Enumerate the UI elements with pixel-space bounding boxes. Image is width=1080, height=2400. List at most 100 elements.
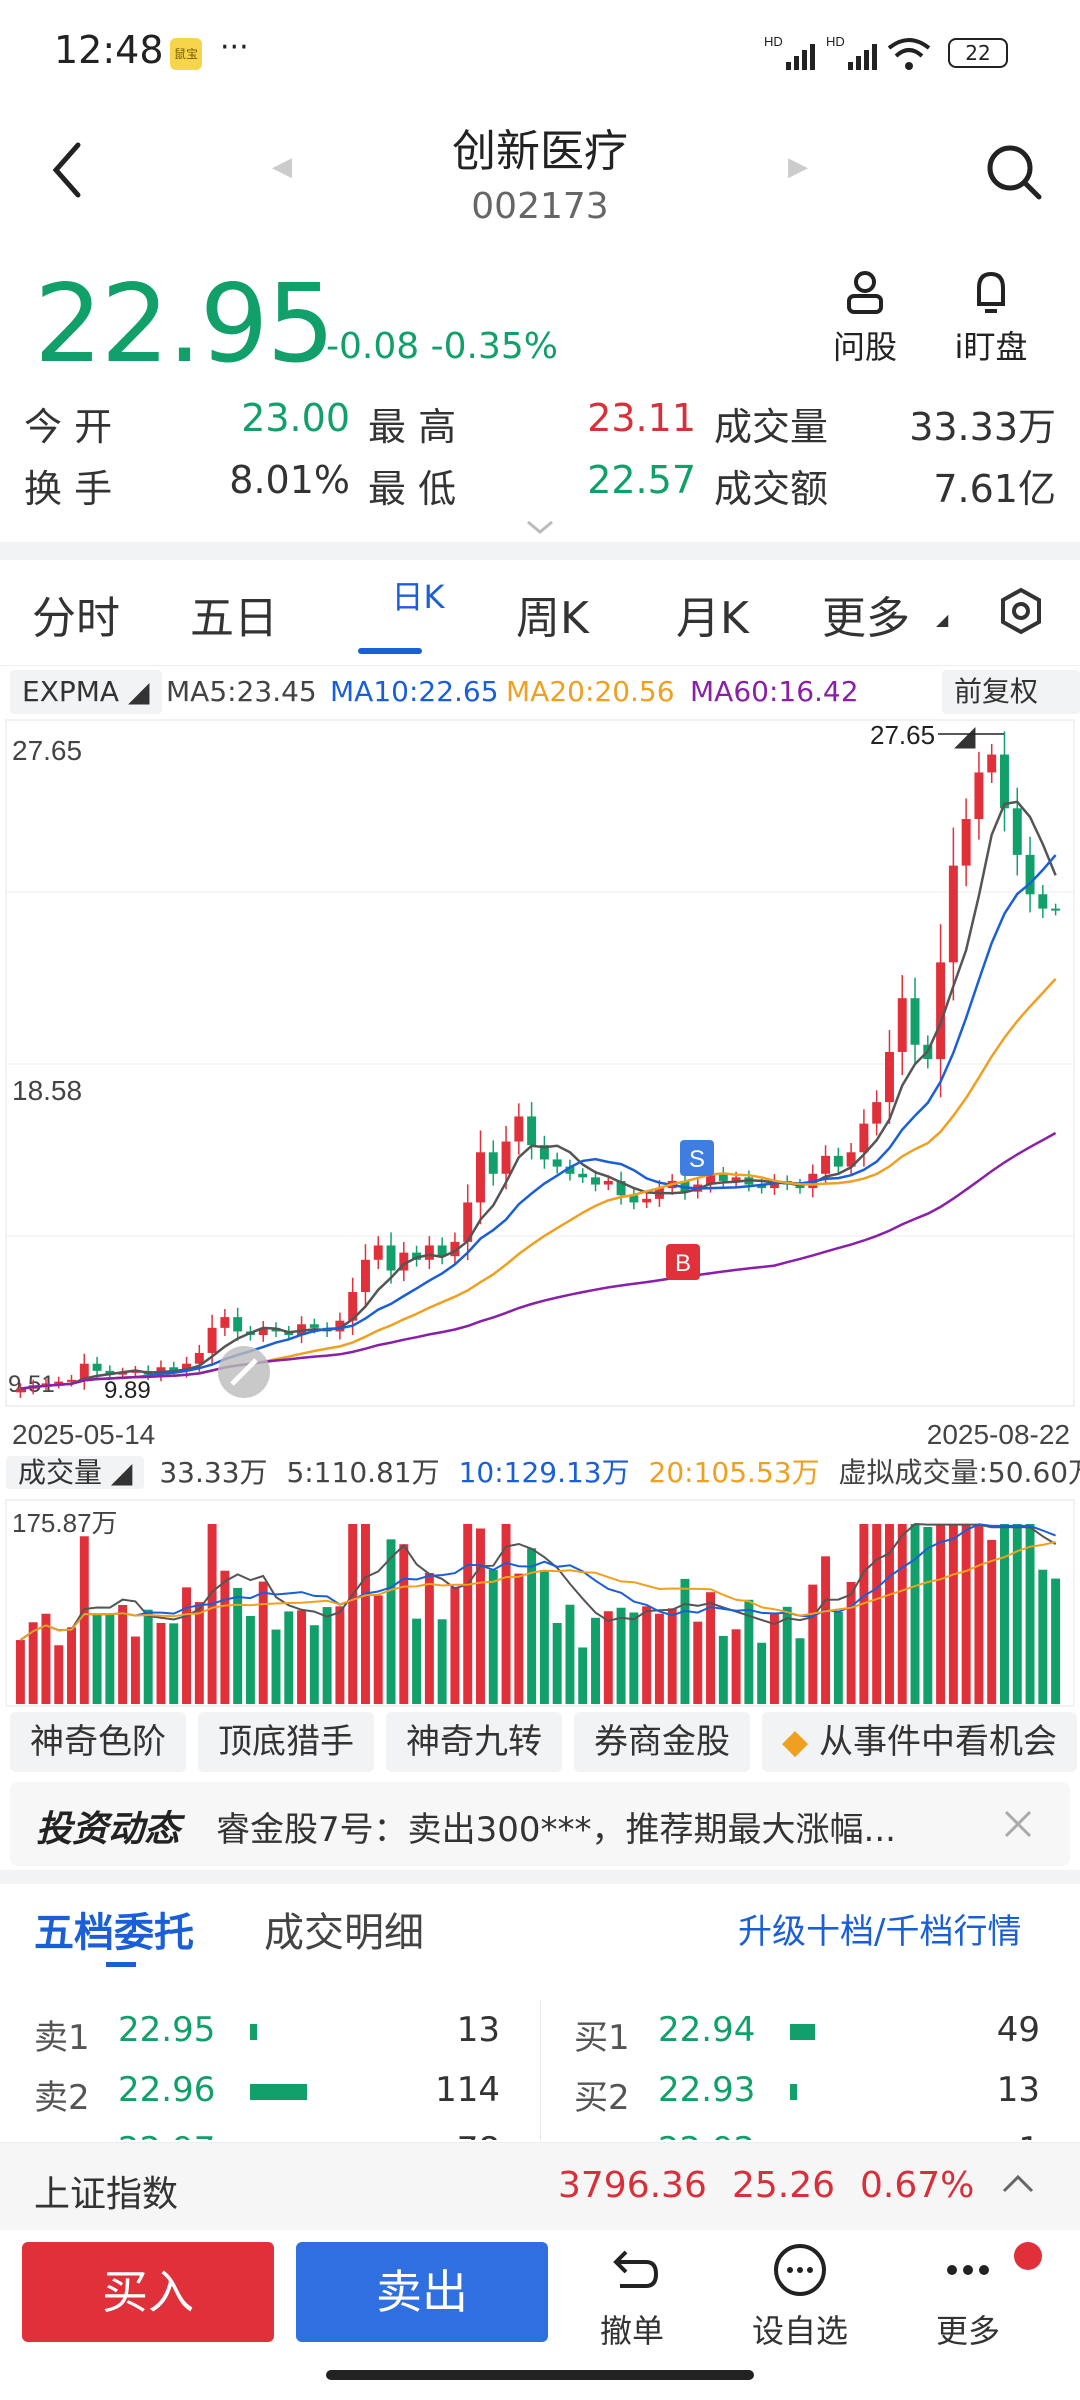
volume-bars [15, 1524, 1061, 1704]
order-row[interactable]: 卖1 22.95 13 [34, 2010, 534, 2060]
ma10-line [20, 854, 1057, 1391]
next-stock-icon[interactable]: ▶ [788, 152, 808, 182]
adjust-label: 前复权 [954, 675, 1039, 708]
tab-more[interactable]: 更多 [822, 593, 910, 644]
ma60-line [20, 1131, 1057, 1391]
tab-trade-details[interactable]: 成交明细 [264, 1910, 424, 1956]
change-pct: -0.35% [430, 326, 558, 367]
candle-body [182, 1363, 192, 1371]
volume-select[interactable]: 成交量 ◢ [6, 1456, 145, 1489]
indicator-select[interactable]: EXPMA ◢ [10, 670, 162, 714]
candle-body [731, 1177, 741, 1181]
volume-bar [897, 1524, 907, 1704]
order-row[interactable]: 买3 22.92 1 [574, 2130, 1074, 2140]
tab-order-book[interactable]: 五档委托 [34, 1910, 194, 1956]
chevron-up-icon[interactable] [1000, 2171, 1036, 2195]
volume-bar [731, 1629, 741, 1704]
buy-marker: B [666, 1244, 700, 1280]
volume-bar [373, 1595, 383, 1704]
more-button[interactable]: 更多 [908, 2242, 1042, 2352]
candle-body [450, 1241, 460, 1257]
close-icon[interactable] [1000, 1806, 1036, 1842]
tab-monthly-k[interactable]: 月K [676, 593, 749, 644]
candle-body [15, 1388, 25, 1393]
candle-body [233, 1317, 243, 1332]
volume-bar [757, 1642, 767, 1704]
candle-body [833, 1155, 843, 1167]
vol-ma20-line [19, 1540, 1056, 1641]
volume-bar [182, 1587, 192, 1704]
order-level-label: 卖2 [34, 2078, 90, 2118]
order-row[interactable]: 买2 22.93 13 [574, 2070, 1074, 2120]
candle-body [974, 772, 984, 820]
adjust-select[interactable]: 前复权 ◢ [942, 670, 1080, 752]
order-divider [540, 2000, 541, 2140]
volume-bar [156, 1623, 166, 1704]
watch-button[interactable]: i盯盘 [936, 268, 1046, 368]
volume-bar [143, 1609, 153, 1704]
add-watchlist-button[interactable]: 设自选 [740, 2242, 860, 2352]
volume-chart[interactable]: 175.87万 [0, 1498, 1080, 1708]
low-label: 最 低 [368, 467, 457, 511]
order-row[interactable]: 卖3 22.97 78 [34, 2130, 534, 2140]
turnover-label: 换 手 [24, 467, 113, 511]
ma20-label: MA20:20.56 [506, 675, 675, 708]
feature-color-scale[interactable]: 神奇色阶 [10, 1712, 186, 1772]
cancel-order-button[interactable]: 撤单 [572, 2242, 692, 2352]
candle-body [948, 865, 958, 963]
volume-bar [1051, 1578, 1061, 1704]
volume-bar [514, 1573, 524, 1704]
tab-intraday[interactable]: 分时 [32, 593, 120, 644]
status-bar: 12:48 鼠宝 ··· HD HD 22 [0, 0, 1080, 100]
tab-daily-k[interactable]: 日K [391, 578, 445, 616]
candle-body [1012, 808, 1022, 855]
feature-broker-picks[interactable]: 券商金股 [574, 1712, 750, 1772]
volume-bar [1000, 1524, 1009, 1704]
buy-button[interactable]: 买入 [22, 2242, 274, 2342]
sell-button[interactable]: 卖出 [296, 2242, 548, 2342]
order-row[interactable]: 买1 22.94 49 [574, 2010, 1074, 2060]
back-icon[interactable] [48, 140, 88, 200]
order-qty-bar [250, 2084, 307, 2100]
volume-bar [130, 1636, 140, 1704]
feature-top-bottom[interactable]: 顶底猎手 [198, 1712, 374, 1772]
candle-body [476, 1152, 485, 1203]
volume-bar [335, 1606, 345, 1704]
index-bar[interactable]: 上证指数 3796.36 25.26 0.67% [0, 2142, 1080, 2230]
tab-weekly-k[interactable]: 周K [516, 593, 589, 644]
order-qty: 1 [1018, 2130, 1040, 2140]
order-row[interactable]: 卖2 22.96 114 [34, 2070, 534, 2120]
tab-five-day[interactable]: 五日 [190, 593, 278, 644]
search-icon[interactable] [984, 142, 1044, 202]
order-qty: 78 [457, 2130, 500, 2140]
end-date: 2025-08-22 [927, 1419, 1070, 1450]
start-date: 2025-05-14 [12, 1419, 155, 1450]
volume-bar [54, 1645, 64, 1704]
order-qty: 49 [996, 2010, 1040, 2050]
order-price: 22.93 [658, 2070, 756, 2110]
volume-max-label: 175.87万 [12, 1508, 118, 1538]
volume-bar [322, 1607, 332, 1704]
news-banner[interactable]: 投资动态 睿金股7号：卖出300***，推荐期最大涨幅... [10, 1782, 1070, 1866]
volume-bar [859, 1524, 869, 1704]
battery-level: 22 [965, 41, 991, 65]
candle-body [987, 754, 997, 773]
prev-stock-icon[interactable]: ◀ [272, 152, 292, 182]
feature-events[interactable]: ◆ 从事件中看机会 [762, 1712, 1077, 1772]
volume-bar [1025, 1524, 1035, 1704]
ma-lines [20, 800, 1057, 1391]
upgrade-link[interactable]: 升级十档/千档行情 [738, 1912, 1022, 1952]
expand-chevron-icon[interactable] [524, 518, 556, 538]
drag-handle-icon[interactable] [218, 1346, 270, 1398]
ask-stock-button[interactable]: 问股 [810, 268, 920, 368]
current-price: 22.95 [34, 262, 335, 387]
settings-icon[interactable] [996, 586, 1046, 636]
volume-bar [501, 1524, 511, 1704]
kline-chart[interactable]: 27.65 18.58 9.51 9.89 27.65 S B 2025-05-… [0, 716, 1080, 1716]
candle-body [603, 1180, 613, 1185]
order-book: 卖1 22.95 13 卖2 22.96 114 卖3 22.97 78 买1 22.94 49 买2… [0, 1990, 1080, 2140]
volume-bar [923, 1527, 933, 1704]
volume-bar [194, 1602, 204, 1704]
sell-marker: S [680, 1140, 714, 1176]
feature-nine-turn[interactable]: 神奇九转 [386, 1712, 562, 1772]
